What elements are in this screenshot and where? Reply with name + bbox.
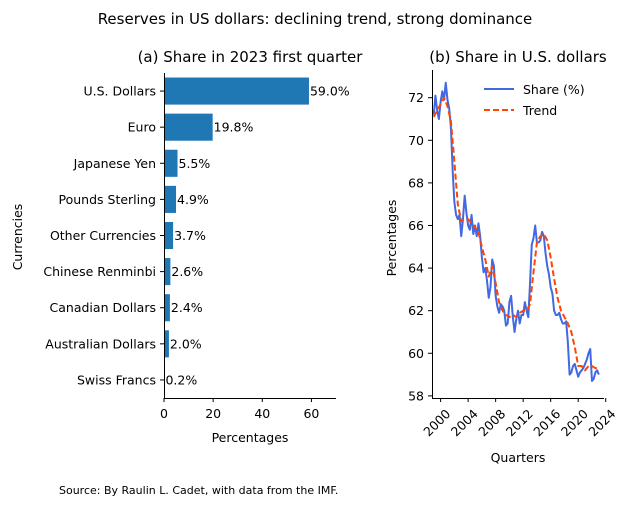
bar-category-label-4: Other Currencies <box>50 228 156 243</box>
line-y-tick-label-6: 70 <box>408 133 424 148</box>
bar-category-label-1: Euro <box>128 120 156 135</box>
bar-x-tick-label-2: 40 <box>254 406 270 421</box>
line-y-tick-label-5: 68 <box>408 175 424 190</box>
line-x-tick-label-2: 2008 <box>475 406 508 439</box>
bar-data-label-4: 3.7% <box>174 228 206 243</box>
line-series-layer <box>432 81 600 382</box>
bar-x-tick-label-1: 20 <box>205 406 221 421</box>
line-chart-title: (b) Share in U.S. dollars <box>429 48 607 66</box>
bar-data-label-2: 5.5% <box>179 156 211 171</box>
line-y-tick-label-7: 72 <box>408 90 424 105</box>
bar-data-label-0: 59.0% <box>310 84 350 99</box>
figure-title: Reserves in US dollars: declining trend,… <box>98 10 533 28</box>
bar-category-label-7: Australian Dollars <box>45 336 156 351</box>
trend-line <box>432 96 599 372</box>
bars-layer <box>164 77 309 394</box>
legend-trend-label: Trend <box>522 103 557 118</box>
line-y-tick-label-4: 66 <box>408 218 424 233</box>
bar-x-tick-label-3: 60 <box>303 406 319 421</box>
line-y-tick-label-2: 62 <box>408 303 424 318</box>
line-y-tick-label-1: 60 <box>408 346 424 361</box>
line-y-tick-label-0: 58 <box>408 388 424 403</box>
bar-data-label-7: 2.0% <box>170 336 202 351</box>
line-x-tick-label-4: 2016 <box>530 406 563 439</box>
bar-7 <box>164 330 169 358</box>
bar-data-label-6: 2.4% <box>171 300 203 315</box>
line-y-ticks: 58 60 62 64 66 68 70 72 <box>408 90 432 403</box>
legend-share-label: Share (%) <box>523 82 585 97</box>
line-x-tick-label-0: 2000 <box>420 406 453 439</box>
bar-category-label-8: Swiss Francs <box>77 372 156 387</box>
line-legend: Share (%) Trend <box>484 82 585 118</box>
line-x-tick-label-1: 2004 <box>448 406 481 439</box>
bar-2 <box>164 149 178 177</box>
bar-data-label-8: 0.2% <box>165 372 197 387</box>
line-x-tick-label-6: 2024 <box>585 406 618 439</box>
bar-category-label-3: Pounds Sterling <box>59 192 156 207</box>
bar-chart-panel: (a) Share in 2023 first quarter U.S. Dol… <box>10 48 363 445</box>
source-note: Source: By Raulin L. Cadet, with data fr… <box>59 484 338 497</box>
bar-x-ticks: 0 20 40 60 <box>160 398 319 421</box>
bar-1 <box>164 113 213 141</box>
bar-category-label-6: Canadian Dollars <box>50 300 156 315</box>
line-chart-panel: (b) Share in U.S. dollars 58 60 62 64 66 68 70… <box>384 48 619 465</box>
bar-y-axis-label: Currencies <box>10 204 25 271</box>
bar-4 <box>164 221 174 250</box>
bar-0 <box>164 77 309 105</box>
share-line <box>432 81 600 382</box>
bar-category-labels: U.S. Dollars Euro Japanese Yen Pounds Sterl… <box>43 84 164 387</box>
bar-3 <box>164 185 177 213</box>
line-y-axis-label: Percentages <box>384 200 399 277</box>
bar-x-tick-label-0: 0 <box>160 406 168 421</box>
line-y-tick-label-3: 64 <box>408 261 424 276</box>
line-x-tick-label-3: 2012 <box>503 406 536 439</box>
line-x-axis-label: Quarters <box>491 450 546 465</box>
bar-category-label-2: Japanese Yen <box>73 156 156 171</box>
bar-data-label-3: 4.9% <box>177 192 209 207</box>
bar-data-label-1: 19.8% <box>214 120 254 135</box>
bar-x-axis-label: Percentages <box>212 430 289 445</box>
bar-5 <box>164 258 171 286</box>
bar-6 <box>164 294 170 322</box>
line-x-tick-label-5: 2020 <box>558 406 591 439</box>
bar-category-label-0: U.S. Dollars <box>83 84 156 99</box>
bar-data-labels: 59.0% 19.8% 5.5% 4.9% 3.7% 2.6% 2.4% 2.0% 0.2% <box>165 84 349 388</box>
bar-chart-title: (a) Share in 2023 first quarter <box>138 48 364 66</box>
bar-category-label-5: Chinese Renminbi <box>43 264 156 279</box>
bar-data-label-5: 2.6% <box>171 264 203 279</box>
